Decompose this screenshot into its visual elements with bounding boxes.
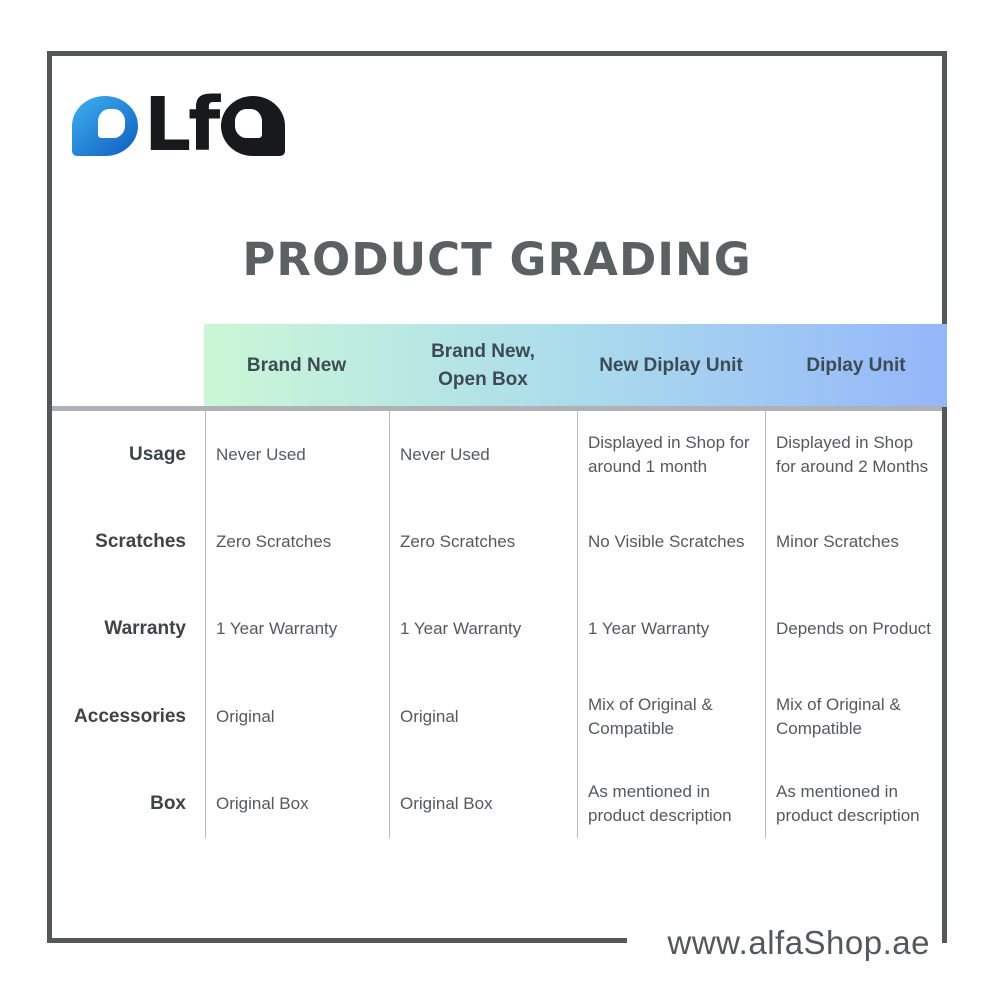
row-label: Box: [150, 793, 186, 815]
column-header: Brand New: [246, 354, 347, 376]
table-cell: As mentioned in product description: [776, 782, 920, 826]
table-cell: Zero Scratches: [216, 532, 332, 552]
logo-black-a-icon: [221, 96, 286, 156]
table-cell: No Visible Scratches: [588, 532, 745, 552]
table-cell: Original: [216, 706, 275, 726]
alfa-logo: Lf: [72, 78, 286, 169]
table-cell: Depends on Product: [776, 619, 931, 639]
table-cell: Displayed in Shop for around 1 month: [588, 432, 750, 476]
column-header: New Diplay Unit: [599, 354, 743, 376]
table-cell: Original Box: [216, 794, 309, 814]
logo-black-a-counter: [235, 109, 263, 138]
table-cell: Zero Scratches: [400, 532, 516, 552]
table-cell: Mix of Original & Compatible: [588, 694, 713, 738]
frame-border: [47, 51, 947, 943]
page-title: PRODUCT GRADING: [242, 233, 752, 286]
table-cell: Displayed in Shop for around 2 Months: [776, 432, 929, 476]
table-cell: 1 Year Warranty: [588, 619, 710, 639]
table-cell: 1 Year Warranty: [216, 619, 338, 639]
row-label: Accessories: [74, 705, 186, 727]
website-url: www.alfaShop.ae: [667, 924, 930, 961]
column-divider: [577, 411, 578, 838]
table-cell: Never Used: [400, 444, 490, 464]
grading-table: Usage Never Used Never Used Displayed in…: [52, 411, 942, 848]
table-cell: Original Box: [400, 794, 493, 814]
header-divider-line: [52, 406, 942, 411]
row-label: Warranty: [104, 618, 186, 640]
column-divider: [205, 411, 206, 838]
row-label: Usage: [128, 443, 186, 465]
table-cell: As mentioned in product description: [588, 782, 732, 826]
table-cell: 1 Year Warranty: [400, 619, 522, 639]
column-divider: [765, 411, 766, 838]
column-divider: [389, 411, 390, 838]
logo-blue-a-icon: [72, 96, 138, 156]
column-header: Brand New, Open Box: [431, 340, 535, 390]
frame-bottom-segment: [47, 938, 627, 943]
table-cell: Minor Scratches: [776, 532, 899, 552]
table-cell: Mix of Original & Compatible: [776, 694, 901, 738]
table-cell: Never Used: [216, 444, 306, 464]
logo-letters: Lf: [144, 82, 220, 169]
table-cell: Original: [400, 706, 459, 726]
row-label: Scratches: [95, 531, 186, 553]
logo-blue-a-counter: [98, 109, 125, 138]
column-header: Diplay Unit: [806, 354, 906, 376]
table-header: Brand New Brand New, Open Box New Diplay…: [204, 324, 947, 407]
